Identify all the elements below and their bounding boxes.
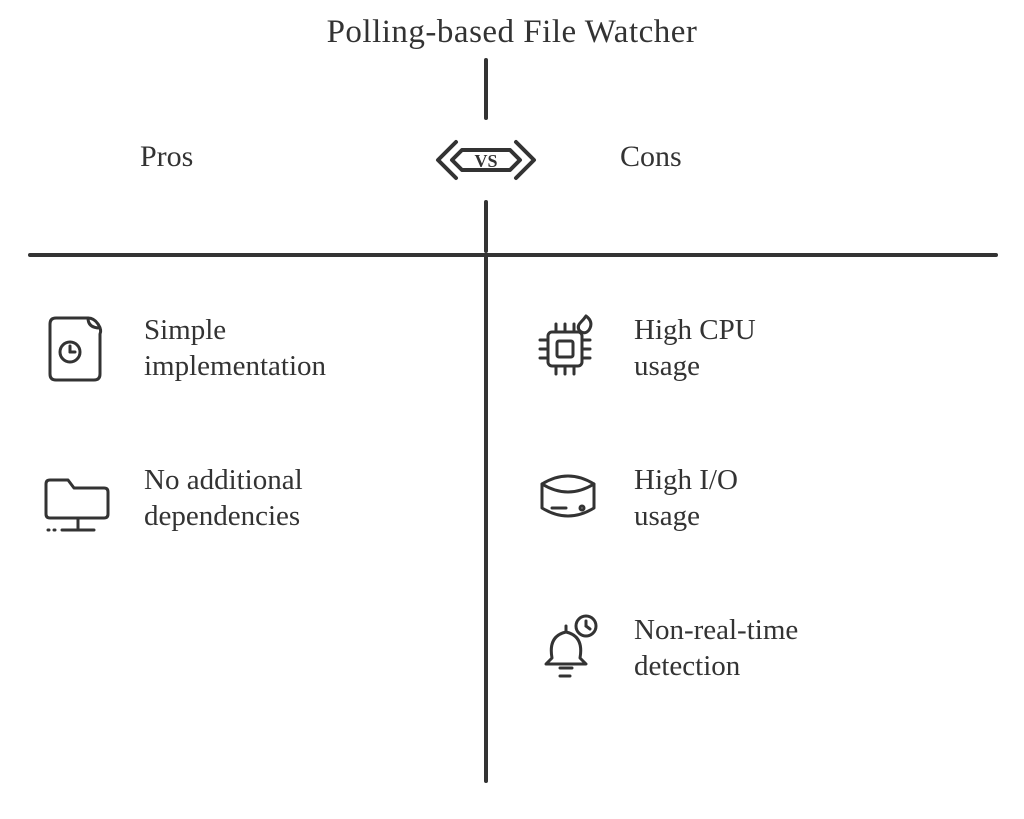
bell-clock-icon — [530, 610, 606, 686]
cpu-fire-icon — [530, 310, 606, 386]
pros-item-1-label: Simple implementation — [144, 312, 326, 385]
diagram-title: Polling-based File Watcher — [0, 14, 1024, 51]
diagram-canvas: Polling-based File Watcher VS Pros Cons — [0, 0, 1024, 819]
disk-icon — [530, 460, 606, 536]
pros-heading: Pros — [140, 140, 193, 174]
cons-item-3: Non-real-time detection — [530, 610, 798, 686]
pros-item-2-label: No additional dependencies — [144, 462, 303, 535]
divider-vertical-bot — [484, 253, 488, 783]
cons-item-1-label: High CPU usage — [634, 312, 756, 385]
file-clock-icon — [40, 310, 116, 386]
pros-item-2: No additional dependencies — [40, 460, 303, 536]
divider-vertical-top — [484, 58, 488, 120]
cons-item-1: High CPU usage — [530, 310, 756, 386]
cons-item-3-label: Non-real-time detection — [634, 612, 798, 685]
vs-text: VS — [474, 151, 497, 171]
folder-network-icon — [40, 460, 116, 536]
divider-horizontal — [28, 253, 998, 257]
divider-vertical-mid — [484, 200, 488, 253]
pros-item-1: Simple implementation — [40, 310, 326, 386]
cons-heading: Cons — [620, 140, 682, 174]
cons-item-2-label: High I/O usage — [634, 462, 738, 535]
vs-badge: VS — [432, 120, 540, 200]
cons-item-2: High I/O usage — [530, 460, 738, 536]
